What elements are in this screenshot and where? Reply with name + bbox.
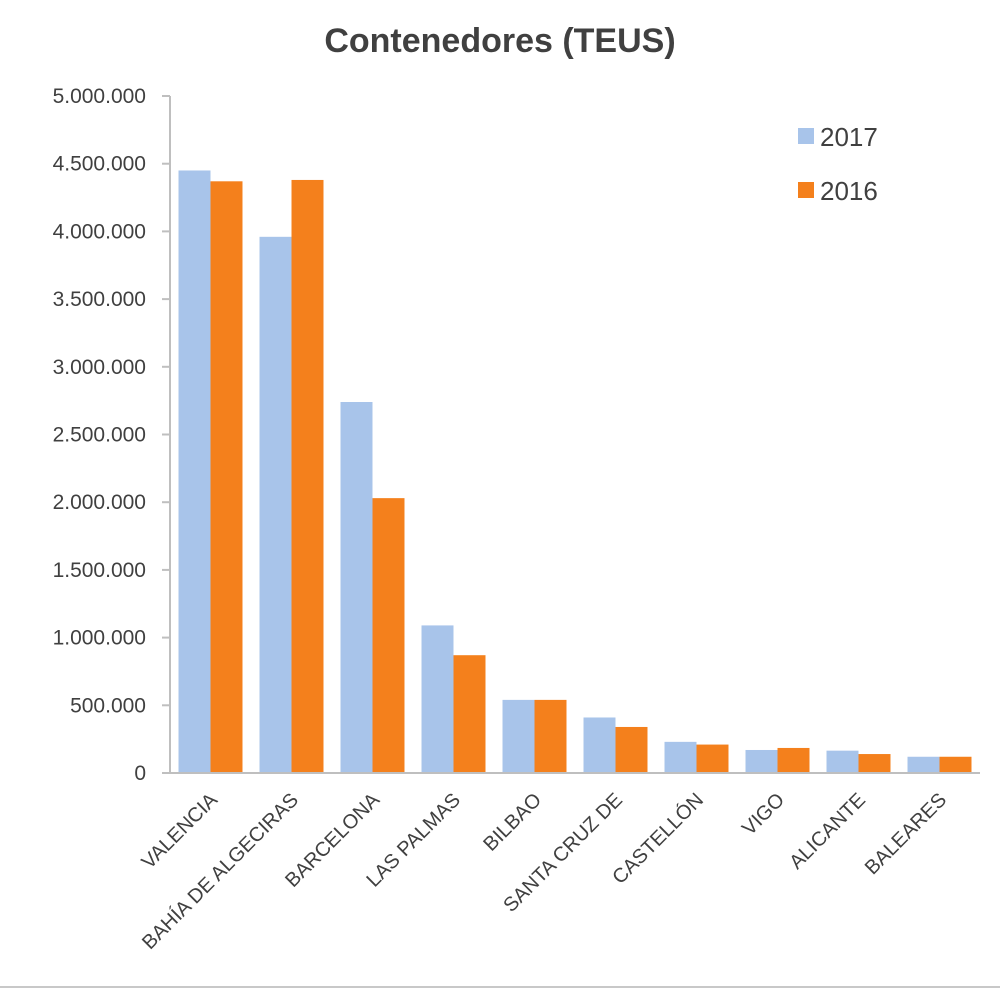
legend-swatch-2017 [798, 128, 814, 144]
y-tick-label: 3.500.000 [53, 288, 146, 311]
bar-2016-baleares [939, 756, 972, 773]
y-tick-label: 5.000.000 [53, 85, 146, 108]
y-tick-label: 4.000.000 [53, 220, 146, 243]
bar-2016-barcelona [372, 498, 405, 773]
bar-2017-vigo [745, 749, 778, 773]
y-tick-label: 1.000.000 [53, 627, 146, 650]
legend-label-2017: 2017 [820, 122, 878, 152]
bottom-divider [0, 986, 1000, 988]
x-tick-label: VALENCIA [138, 789, 223, 874]
legend: 2017 2016 [798, 122, 878, 206]
x-tick-label: VIGO [738, 789, 789, 840]
x-tick-label: BAHÍA DE ALGECIRAS [137, 788, 303, 954]
y-axis: 0 500.000 1.000.000 1.500.000 2.000.000 2.500… [53, 85, 171, 785]
y-tick-label: 500.000 [70, 694, 146, 717]
y-tick-label: 2.500.000 [53, 424, 146, 447]
bar-2017-valencia [178, 170, 211, 774]
y-tick-label: 0 [134, 762, 146, 785]
bars [178, 170, 972, 774]
bar-2017-barcelona [340, 402, 373, 773]
legend-swatch-2016 [798, 182, 814, 198]
bar-2017-castellón [664, 741, 697, 773]
bar-2016-vigo [777, 747, 810, 773]
bar-2017-bilbao [502, 699, 535, 773]
bar-2017-baleares [907, 756, 940, 773]
chart-title: Contenedores (TEUS) [324, 22, 676, 60]
bar-2016-bahía-de-algeciras [291, 179, 324, 773]
bar-2016-valencia [210, 181, 243, 773]
x-tick-label: BALEARES [861, 789, 951, 879]
bar-2017-las-palmas [421, 625, 454, 773]
bar-2016-las-palmas [453, 655, 486, 773]
x-tick-label: BILBAO [479, 789, 546, 856]
bar-2016-santa-cruz-de [615, 726, 648, 773]
bar-2016-bilbao [534, 699, 567, 773]
bar-2017-alicante [826, 750, 859, 773]
bar-2016-castellón [696, 744, 729, 773]
y-tick-label: 4.500.000 [53, 153, 146, 176]
legend-label-2016: 2016 [820, 176, 878, 206]
y-tick-label: 2.000.000 [53, 491, 146, 514]
y-tick-label: 1.500.000 [53, 559, 146, 582]
x-tick-label: ALICANTE [785, 789, 870, 874]
bar-2016-alicante [858, 754, 891, 773]
y-tick-label: 3.000.000 [53, 356, 146, 379]
bar-2017-santa-cruz-de [583, 717, 616, 773]
bar-2017-bahía-de-algeciras [259, 236, 292, 774]
